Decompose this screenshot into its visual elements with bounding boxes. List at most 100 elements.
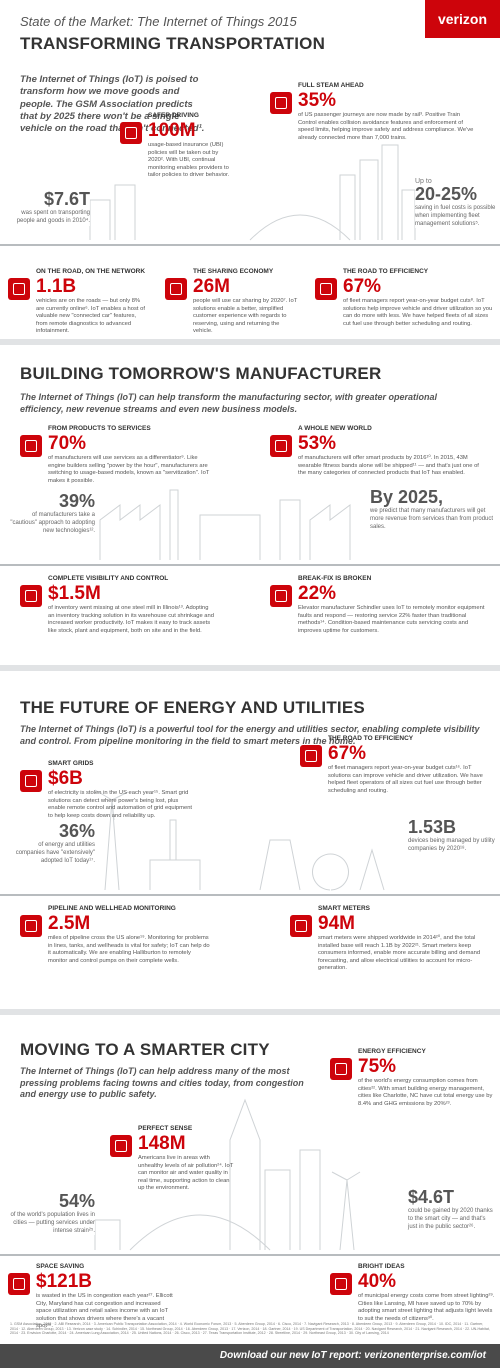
- side-prefix: Up to: [415, 178, 432, 185]
- side-value: By 2025,: [370, 487, 444, 507]
- stat-value: 67%: [328, 743, 367, 764]
- stat-card: SMART METERS 94M smart meters were shipped…: [290, 905, 490, 973]
- stat-value: $6B: [48, 768, 83, 789]
- side-value: $4.6T: [408, 1187, 455, 1207]
- section-title: MOVING TO A SMARTER CITY: [20, 1040, 270, 1059]
- stat-text: people will use car sharing by 2020⁷. Io…: [193, 298, 298, 335]
- side-value: 20-25%: [415, 184, 478, 204]
- skyline-city: [0, 1098, 500, 1256]
- side-text: of the world's population lives in citie…: [10, 1212, 95, 1234]
- stat-body: FROM PRODUCTS TO SERVICES 70% of manufactu…: [48, 425, 210, 485]
- stat-label: SPACE SAVING: [36, 1263, 85, 1270]
- stat-card: SAFER DRIVING 100M usage-based insurance (…: [120, 112, 230, 180]
- stat-label: SMART METERS: [318, 905, 370, 912]
- stat-body: THE ROAD TO EFFICIENCY 67% of fleet manage…: [328, 735, 485, 795]
- stat-value: 70%: [48, 433, 87, 454]
- side-stat: 36% of energy and utilities companies hav…: [10, 821, 95, 866]
- stat-value: 1.1B: [36, 276, 77, 297]
- stat-card: PIPELINE AND WELLHEAD MONITORING 2.5M mile…: [20, 905, 210, 965]
- stat-icon: [270, 435, 292, 457]
- stat-label: PERFECT SENSE: [138, 1125, 193, 1132]
- skyline-transport: [0, 144, 500, 246]
- side-text: was spent on transporting people and goo…: [16, 210, 90, 224]
- stat-label: THE SHARING ECONOMY: [193, 268, 274, 275]
- stat-icon: [110, 1135, 132, 1157]
- stat-body: BREAK-FIX IS BROKEN 22% Elevator manufactu…: [298, 575, 485, 635]
- side-stat: $7.6T was spent on transporting people an…: [10, 190, 90, 226]
- side-value: 36%: [58, 821, 95, 841]
- side-value: 39%: [58, 491, 95, 511]
- section-title: THE FUTURE OF ENERGY AND UTILITIES: [20, 698, 365, 717]
- stat-label: THE ROAD TO EFFICIENCY: [343, 268, 429, 275]
- stat-value: 2.5M: [48, 913, 91, 934]
- stat-card: ON THE ROAD, ON THE NETWORK 1.1B vehicles …: [8, 268, 148, 336]
- stat-text: usage-based insurance (UBI) policies wil…: [148, 142, 230, 179]
- stat-icon: [330, 1058, 352, 1080]
- stat-card: A WHOLE NEW WORLD 53% of manufacturers wil…: [270, 425, 485, 478]
- stat-text: vehicles are on the roads — but only 8% …: [36, 298, 145, 335]
- stat-text: of inventory went missing at one steel m…: [48, 605, 214, 634]
- section-intro: The Internet of Things (IoT) is poised t…: [20, 74, 205, 135]
- stat-card: THE ROAD TO EFFICIENCY 67% of fleet manage…: [315, 268, 493, 328]
- stat-card: BREAK-FIX IS BROKEN 22% Elevator manufactu…: [270, 575, 485, 635]
- stat-text: Americans live in areas with unhealthy l…: [138, 1155, 234, 1192]
- side-stat: By 2025, we predict that many manufacture…: [370, 487, 495, 532]
- stat-body: SAFER DRIVING 100M usage-based insurance (…: [148, 112, 230, 180]
- page-title: State of the Market: The Internet of Thi…: [20, 14, 297, 29]
- stat-value: $121B: [36, 1271, 92, 1292]
- stat-label: COMPLETE VISIBILITY AND CONTROL: [48, 575, 169, 582]
- stat-card: COMPLETE VISIBILITY AND CONTROL $1.5M of i…: [20, 575, 215, 635]
- section-intro: The Internet of Things (IoT) can help ad…: [20, 1066, 304, 1100]
- stat-label: THE ROAD TO EFFICIENCY: [328, 735, 414, 742]
- stat-value: $1.5M: [48, 583, 101, 604]
- stat-icon: [330, 1273, 352, 1295]
- stat-card: PERFECT SENSE 148M Americans live in areas…: [110, 1125, 235, 1193]
- stat-card: SMART GRIDS $6B of electricity is stolen i…: [20, 760, 195, 820]
- side-value: $7.6T: [43, 189, 90, 209]
- side-value: 1.53B: [408, 817, 457, 837]
- stat-text: of municipal energy costs come from stre…: [358, 1293, 495, 1322]
- stat-card: FULL STEAM AHEAD 35% of US passenger journ…: [270, 82, 475, 142]
- stat-body: BRIGHT IDEAS 40% of municipal energy costs…: [358, 1263, 495, 1323]
- stat-card: THE ROAD TO EFFICIENCY 67% of fleet manage…: [300, 735, 485, 795]
- stat-body: PIPELINE AND WELLHEAD MONITORING 2.5M mile…: [48, 905, 210, 965]
- side-text: saving in fuel costs is possible when im…: [415, 205, 496, 227]
- side-text: of energy and utilities companies have "…: [15, 842, 95, 864]
- stat-icon: [270, 92, 292, 114]
- side-value: 54%: [58, 1191, 95, 1211]
- stat-icon: [120, 122, 142, 144]
- stat-label: FULL STEAM AHEAD: [298, 82, 364, 89]
- stat-text: Elevator manufacturer Schindler uses IoT…: [298, 605, 485, 634]
- skyline-factory: [0, 489, 500, 566]
- stat-label: BREAK-FIX IS BROKEN: [298, 575, 372, 582]
- footer-bar: Download our new IoT report: verizonente…: [0, 1344, 500, 1368]
- stat-icon: [20, 435, 42, 457]
- stat-text: of manufacturers will offer smart produc…: [298, 455, 479, 477]
- stat-label: FROM PRODUCTS TO SERVICES: [48, 425, 151, 432]
- side-text: we predict that many manufacturers will …: [370, 508, 494, 530]
- side-text: of manufacturers take a "cautious" appro…: [10, 512, 95, 534]
- stat-value: 100M: [148, 120, 196, 141]
- stat-text: of US passenger journeys are now made by…: [298, 112, 474, 141]
- stat-label: ENERGY EFFICIENCY: [358, 1048, 426, 1055]
- stat-card: FROM PRODUCTS TO SERVICES 70% of manufactu…: [20, 425, 210, 485]
- stat-body: ON THE ROAD, ON THE NETWORK 1.1B vehicles …: [36, 268, 148, 336]
- stat-label: SAFER DRIVING: [148, 112, 199, 119]
- stat-icon: [8, 1273, 30, 1295]
- stat-label: SMART GRIDS: [48, 760, 94, 767]
- stat-value: 53%: [298, 433, 337, 454]
- stat-icon: [165, 278, 187, 300]
- stat-icon: [20, 770, 42, 792]
- stat-icon: [8, 278, 30, 300]
- stat-body: ENERGY EFFICIENCY 75% of the world's energ…: [358, 1048, 495, 1108]
- stat-value: 94M: [318, 913, 355, 934]
- stat-body: PERFECT SENSE 148M Americans live in areas…: [138, 1125, 235, 1193]
- section-dividers: [0, 339, 500, 1015]
- stat-body: FULL STEAM AHEAD 35% of US passenger journ…: [298, 82, 475, 142]
- section-intro: The Internet of Things (IoT) can help tr…: [20, 392, 438, 414]
- stat-text: miles of pipeline cross the US alone¹⁹. …: [48, 935, 210, 964]
- section-title: BUILDING TOMORROW'S MANUFACTURER: [20, 364, 382, 383]
- stat-text: of fleet managers report year-on-year bu…: [343, 298, 493, 327]
- logo: verizon: [425, 0, 500, 38]
